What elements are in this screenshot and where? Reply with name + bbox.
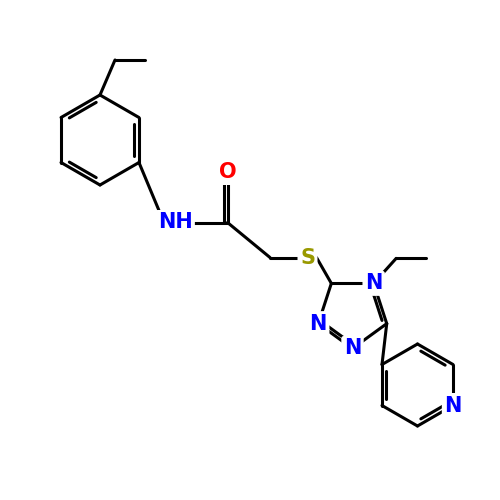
Text: N: N [310, 314, 327, 334]
Text: O: O [218, 162, 236, 182]
Text: NH: NH [158, 212, 192, 233]
Text: S: S [300, 248, 315, 268]
Text: N: N [344, 338, 361, 358]
Text: N: N [365, 274, 382, 293]
Text: N: N [444, 396, 462, 415]
